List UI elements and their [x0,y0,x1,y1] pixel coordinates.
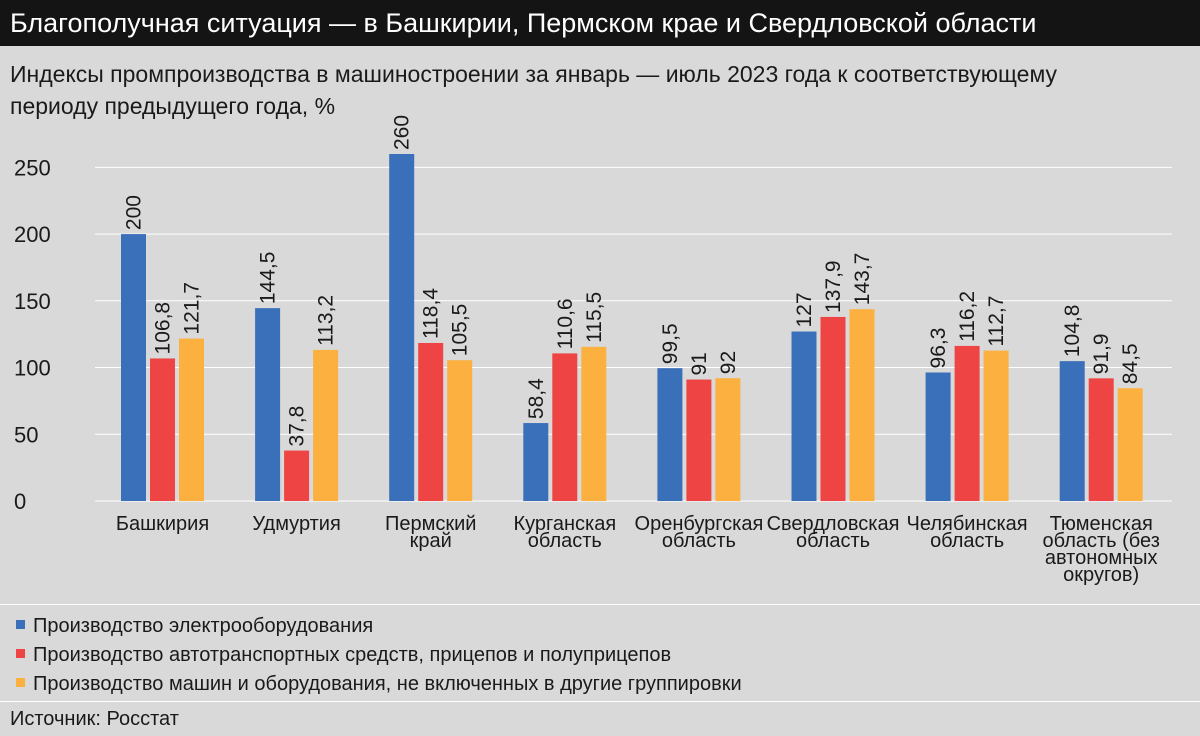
data-label: 110,6 [554,298,577,349]
data-label: 115,5 [583,292,606,343]
data-label: 91,9 [1090,333,1113,374]
category-label: округов) [1063,564,1139,586]
category-label: Курганская [513,513,616,535]
bar [552,353,578,501]
category-label: область (без [1043,530,1160,552]
data-labels: 200 144,5 260 58,4 99,5 127 96,3 104,8 106,8 37,8… [123,115,1143,447]
bar-chart: 0 50 100 150 200 250 200 144,5 260 58,4 99,5 127 96… [14,115,1172,586]
bar [1088,378,1114,501]
category-labels: Башкирия Удмуртия ПермскийкрайКурганскаяоб… [116,513,1160,586]
data-label: 106,8 [152,302,175,355]
data-label: 105,5 [449,304,472,357]
data-label: 137,9 [822,260,845,313]
data-label: 104,8 [1061,305,1084,358]
bar [1059,361,1085,501]
y-tick-label: 200 [14,222,51,247]
data-label: 112,7 [985,296,1008,347]
bar [313,349,339,501]
data-label: 99,5 [659,323,682,364]
y-tick-label: 250 [14,155,51,180]
bar [820,316,846,501]
y-tick-label: 50 [14,422,38,447]
bar [686,379,712,501]
legend-item-series2: Производство автотранспортных средств, п… [16,640,671,670]
bars [121,154,1143,501]
category-label: край [410,530,452,552]
category-label: Челябинская [907,513,1028,535]
source-note: Источник: Росстат [10,708,179,730]
category-label: область [528,530,602,552]
bar [983,350,1009,501]
category-label: Тюменская [1050,513,1153,535]
data-label: 118,4 [420,288,443,339]
bar [389,154,415,501]
data-label: 121,7 [181,282,204,335]
category-label: Оренбургская [635,513,764,535]
category-label: автономных [1045,547,1158,569]
bar [284,450,310,501]
data-label: 84,5 [1119,343,1142,384]
data-label: 91 [688,352,711,375]
data-label: 58,4 [525,378,548,419]
bar [657,368,683,501]
legend-swatch-series2 [16,649,25,659]
legend-label-series1: Производство электрооборудования [33,615,374,637]
data-label: 260 [391,115,414,150]
category-label: Удмуртия [252,513,340,535]
y-tick-label: 150 [14,289,51,314]
bar [581,346,607,501]
legend-label-series3: Производство машин и оборудования, не вк… [33,673,742,695]
data-label: 200 [123,195,146,230]
y-tick-label: 100 [14,356,51,381]
bar [447,360,473,501]
category-label: Свердловская [767,513,900,535]
category-label: Пермский [385,513,476,535]
data-label: 143,7 [851,253,874,306]
legend-item-series1: Производство электрооборудования [16,611,373,641]
y-tick-label: 0 [14,489,26,514]
category-label: область [796,530,870,552]
bar [954,345,980,501]
bar [121,234,146,501]
bar [523,423,549,501]
bar [150,358,175,501]
bar [791,331,817,501]
category-label: область [662,530,736,552]
legend-swatch-series1 [16,620,25,630]
legend: Производство электрооборудования Произво… [0,604,1200,702]
legend-item-series3: Производство машин и оборудования, не вк… [16,669,742,699]
category-label: область [930,530,1004,552]
bar [418,342,444,501]
chart-title: Благополучная ситуация — в Башкирии, Пер… [0,0,1200,46]
legend-label-series2: Производство автотранспортных средств, п… [33,644,672,666]
data-label: 92 [717,351,740,374]
data-label: 144,5 [257,252,280,305]
data-label: 37,8 [286,406,309,447]
data-label: 113,2 [315,295,338,346]
data-label: 127 [793,292,816,327]
bar [255,308,281,501]
bar [715,378,741,501]
data-label: 96,3 [927,328,950,369]
category-label: Башкирия [116,513,209,535]
bar [179,338,204,501]
legend-swatch-series3 [16,678,25,688]
chart-subtitle: Индексы промпроизводства в машиностроени… [10,61,1058,119]
y-axis-ticks: 0 50 100 150 200 250 [14,155,51,514]
bar [925,372,951,501]
data-label: 116,2 [956,291,979,342]
bar [849,309,875,501]
bar [1117,388,1143,501]
